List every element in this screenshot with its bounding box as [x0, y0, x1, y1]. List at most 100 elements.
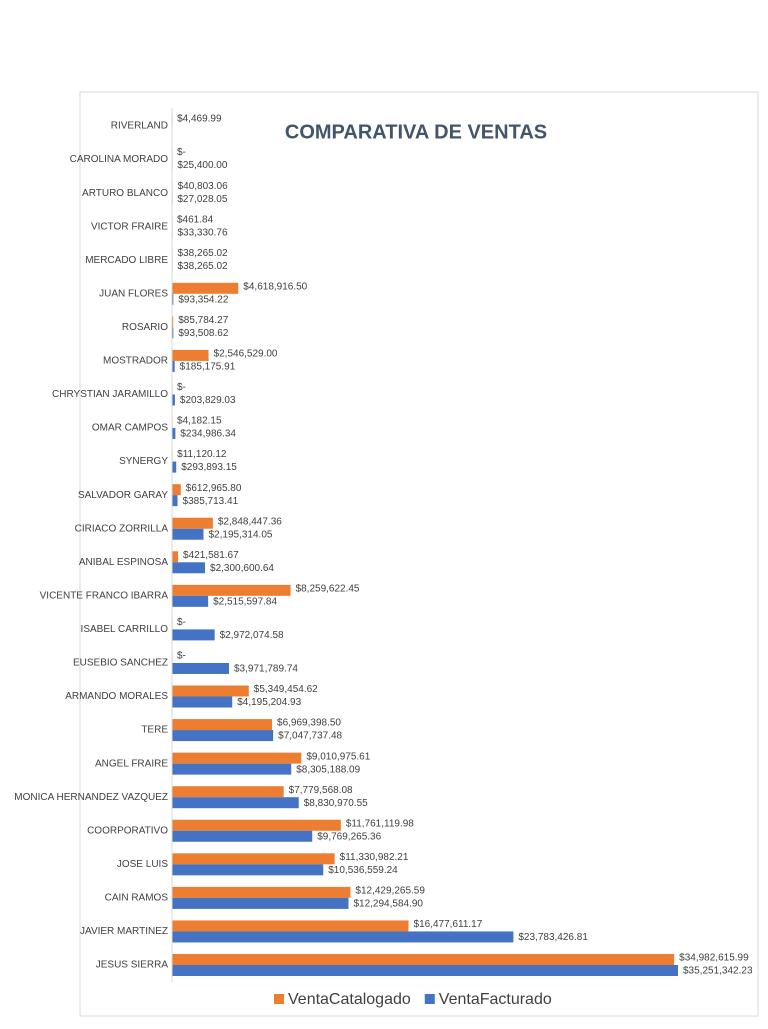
bar	[172, 696, 233, 708]
legend-swatch	[424, 994, 435, 1004]
category-label: ISABEL CARRILLO	[81, 624, 169, 635]
bar	[172, 853, 335, 865]
bar	[172, 920, 409, 932]
bar	[172, 349, 209, 361]
value-label: $4,469.99	[177, 114, 222, 125]
category-label: ANGEL FRAIRE	[95, 758, 168, 769]
value-label: $8,259,622.45	[296, 583, 360, 594]
bar	[172, 719, 273, 731]
value-label: $25,400.00	[177, 160, 227, 171]
value-label: $-	[177, 382, 186, 393]
bar	[172, 461, 177, 473]
value-label: $7,779,568.08	[289, 785, 353, 796]
value-label: $4,618,916.50	[243, 281, 307, 292]
bar	[172, 495, 178, 507]
category-label: JESUS SIERRA	[96, 960, 169, 971]
value-label: $2,300,600.64	[210, 563, 274, 574]
value-label: $7,047,737.48	[278, 731, 342, 742]
value-label: $2,546,529.00	[214, 349, 278, 360]
legend-label: VentaFacturado	[439, 991, 552, 1008]
value-label: $203,829.03	[180, 395, 236, 406]
value-label: $35,251,342.23	[683, 966, 753, 977]
value-label: $8,305,188.09	[296, 764, 360, 775]
value-label: $85,784.27	[178, 315, 228, 326]
value-label: $6,969,398.50	[277, 718, 341, 729]
value-label: $461.84	[177, 214, 214, 225]
value-label: $38,265.02	[178, 261, 228, 272]
value-label: $9,010,975.61	[306, 751, 370, 762]
value-label: $-	[177, 617, 186, 628]
bar	[172, 394, 175, 406]
bar	[172, 797, 299, 809]
value-label: $185,175.91	[180, 362, 236, 373]
legend-swatch	[274, 994, 284, 1004]
value-label: $11,330,982.21	[340, 852, 409, 863]
bar	[172, 282, 239, 294]
category-label: ROSARIO	[122, 322, 168, 333]
value-label: $2,195,314.05	[209, 529, 273, 540]
value-label: $2,848,447.36	[218, 516, 282, 527]
value-label: $2,515,597.84	[213, 596, 277, 607]
legend-label: VentaCatalogado	[288, 991, 411, 1008]
value-label: $-	[177, 651, 186, 662]
value-label: $27,028.05	[177, 194, 227, 205]
bar	[172, 965, 678, 976]
bar	[172, 360, 175, 372]
value-label: $421,581.67	[183, 550, 239, 561]
bar	[172, 584, 291, 596]
category-label: CHRYSTIAN JARAMILLO	[52, 389, 168, 400]
value-label: $34,982,615.99	[679, 953, 749, 964]
bar	[172, 595, 209, 607]
value-label: $12,294,584.90	[353, 899, 423, 910]
bar	[172, 528, 204, 540]
value-label: $38,265.02	[178, 248, 228, 259]
value-label: $9,769,265.36	[317, 831, 381, 842]
value-label: $33,330.76	[177, 227, 227, 238]
value-label: $93,508.62	[178, 328, 228, 339]
value-label: $2,972,074.58	[220, 630, 284, 641]
category-label: JAVIER MARTINEZ	[80, 926, 168, 937]
bar	[172, 428, 176, 440]
category-label: OMAR CAMPOS	[92, 423, 168, 434]
category-label: ARTURO BLANCO	[82, 188, 168, 199]
bar	[172, 293, 174, 305]
category-label: MONICA HERNANDEZ VAZQUEZ	[14, 792, 168, 803]
bar	[172, 730, 274, 742]
category-label: RIVERLAND	[111, 121, 168, 132]
value-label: $4,182.15	[177, 416, 222, 427]
bar	[172, 316, 174, 328]
category-label: CIRIACO ZORRILLA	[75, 523, 169, 534]
value-label: $-	[177, 147, 186, 158]
category-label: COORPORATIVO	[87, 825, 168, 836]
category-label: MERCADO LIBRE	[85, 255, 168, 266]
bar	[172, 931, 514, 943]
category-label: EUSEBIO SANCHEZ	[73, 658, 168, 669]
bar	[172, 551, 179, 563]
value-label: $10,536,559.24	[328, 865, 398, 876]
category-label: SALVADOR GARAY	[78, 490, 168, 501]
bar	[172, 763, 292, 775]
bar	[172, 830, 313, 842]
category-label: VICENTE FRANCO IBARRA	[40, 590, 169, 601]
value-label: $234,986.34	[180, 429, 236, 440]
value-label: $5,349,454.62	[254, 684, 318, 695]
category-label: ARMANDO MORALES	[65, 691, 168, 702]
category-label: CAIN RAMOS	[105, 893, 169, 904]
category-label: TERE	[141, 725, 168, 736]
bar	[172, 327, 174, 339]
value-label: $12,429,265.59	[355, 886, 425, 897]
value-label: $40,803.06	[178, 181, 228, 192]
bar	[172, 629, 215, 641]
bar	[172, 662, 230, 674]
category-label: JOSE LUIS	[117, 859, 168, 870]
bar	[172, 752, 302, 764]
bar	[172, 786, 284, 798]
bar	[172, 484, 181, 496]
value-label: $385,713.41	[183, 496, 239, 507]
chart-title: COMPARATIVA DE VENTAS	[285, 121, 547, 143]
category-label: JUAN FLORES	[99, 288, 168, 299]
value-label: $293,893.15	[181, 462, 237, 473]
bar	[172, 685, 249, 697]
